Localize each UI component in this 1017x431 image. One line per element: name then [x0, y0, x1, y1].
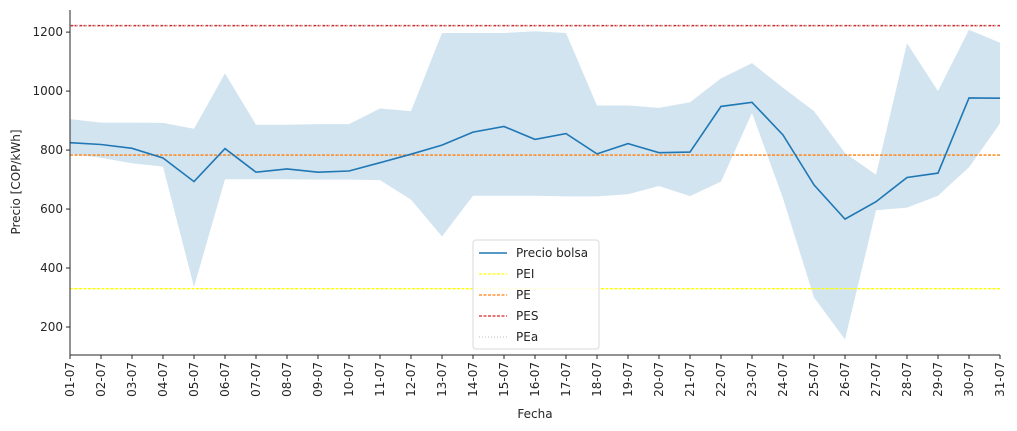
legend-label: Precio bolsa: [516, 246, 588, 260]
legend-label: PE: [516, 288, 531, 302]
legend-item-pes: PES: [479, 309, 538, 323]
x-tick-label: 23-07: [745, 362, 759, 397]
series-line-precio-bolsa: [69, 97, 1001, 221]
legend: Precio bolsa PEI PE PES PEa: [472, 239, 600, 350]
x-tick-label: 27-07: [869, 362, 883, 397]
y-tick-label: 1200: [32, 25, 63, 39]
x-tick-label: 13-07: [435, 362, 449, 397]
x-tick-label: 16-07: [528, 362, 542, 397]
legend-item-precio-bolsa: Precio bolsa: [479, 246, 588, 260]
y-tick-label: 200: [40, 320, 63, 334]
x-tick-label: 24-07: [776, 362, 790, 397]
x-tick-label: 08-07: [280, 362, 294, 397]
x-tick-label: 03-07: [125, 362, 139, 397]
x-tick-label: 09-07: [311, 362, 325, 397]
x-tick-label: 14-07: [466, 362, 480, 397]
x-tick-label: 28-07: [900, 362, 914, 397]
x-tick-label: 07-07: [249, 362, 263, 397]
y-tick-label: 800: [40, 143, 63, 157]
x-tick-label: 20-07: [652, 362, 666, 397]
x-tick-label: 02-07: [94, 362, 108, 397]
x-tick-label: 29-07: [931, 362, 945, 397]
x-tick-label: 18-07: [590, 362, 604, 397]
x-tick-label: 06-07: [218, 362, 232, 397]
series-lines: [69, 97, 1001, 221]
legend-item-pe: PE: [479, 288, 531, 302]
x-tick-label: 26-07: [838, 362, 852, 397]
y-tick-label: 1000: [32, 84, 63, 98]
legend-label: PEI: [516, 267, 534, 281]
y-axis-title: Precio [COP/kWh]: [9, 129, 23, 234]
x-tick-label: 19-07: [621, 362, 635, 397]
legend-item-pei: PEI: [479, 267, 534, 281]
x-ticks: 01-07 02-07 03-07 04-07 05-07 06-07 07-07 08-07…: [63, 355, 1007, 397]
x-tick-label: 25-07: [807, 362, 821, 397]
x-tick-label: 11-07: [373, 362, 387, 397]
legend-box: [472, 239, 600, 350]
x-tick-label: 04-07: [156, 362, 170, 397]
legend-label: PEa: [516, 330, 538, 344]
y-tick-label: 400: [40, 261, 63, 275]
y-ticks: 200 400 600 800 1000 1200: [32, 25, 70, 334]
legend-label: PES: [516, 309, 538, 323]
x-tick-label: 01-07: [63, 362, 77, 397]
y-tick-label: 600: [40, 202, 63, 216]
x-tick-label: 05-07: [187, 362, 201, 397]
price-band-area: [70, 29, 1000, 340]
x-tick-label: 22-07: [714, 362, 728, 397]
x-tick-label: 30-07: [962, 362, 976, 397]
x-axis-title: Fecha: [517, 407, 552, 421]
price-range-band: [70, 29, 1000, 340]
x-tick-label: 10-07: [342, 362, 356, 397]
x-tick-label: 21-07: [683, 362, 697, 397]
x-tick-label: 15-07: [497, 362, 511, 397]
x-tick-label: 31-07: [993, 362, 1007, 397]
x-tick-label: 17-07: [559, 362, 573, 397]
x-tick-label: 12-07: [404, 362, 418, 397]
legend-item-pea: PEa: [479, 330, 538, 344]
